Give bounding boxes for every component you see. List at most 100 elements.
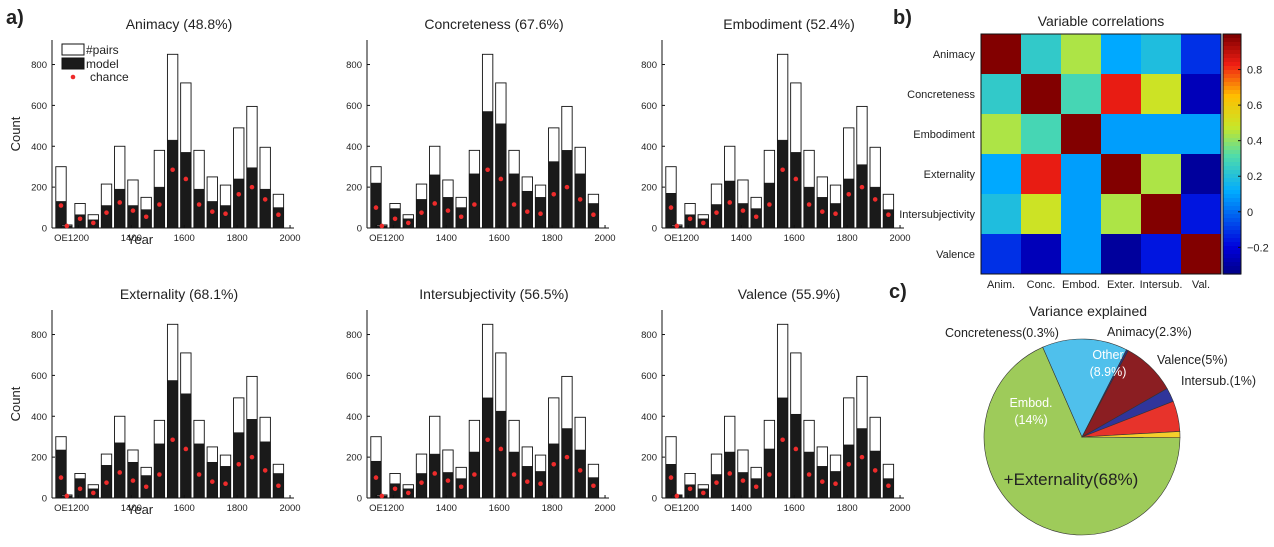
x-tick-label: 1200 (68, 233, 89, 244)
histogram-concreteness: Concreteness (67.6%) 0 200 400 600 800 OE 1200 1… (346, 16, 615, 244)
chart-title: Intersubjectivity (56.5%) (419, 286, 568, 302)
heatmap-row-label: Intersubjectivity (899, 209, 975, 221)
bar-model (220, 205, 231, 229)
chance-dot (886, 212, 891, 218)
chance-dot (392, 486, 398, 492)
chance-dot (432, 471, 438, 476)
chance-dot (405, 490, 411, 496)
x-tick-label: 1200 (678, 503, 699, 514)
chance-dot (379, 223, 385, 229)
chance-dot (859, 454, 865, 460)
chance-dot (577, 197, 583, 202)
colorbar-tick-label: 0.2 (1247, 171, 1262, 183)
chance-dot (872, 197, 878, 202)
y-tick-label: 200 (641, 183, 657, 194)
pie-slice-label: Embod. (1009, 396, 1052, 410)
colorbar-band (1223, 262, 1241, 267)
heatmap-cell (1061, 34, 1101, 74)
y-tick-label: 800 (31, 330, 47, 341)
bar-model (180, 393, 192, 499)
heatmap-cell (1141, 194, 1181, 234)
bar-model (856, 428, 868, 499)
x-tick-label: 1800 (542, 503, 563, 514)
bar-model (127, 205, 139, 229)
y-tick-label: 400 (641, 412, 657, 423)
chance-dot (157, 472, 162, 477)
bar-model (114, 188, 126, 229)
colorbar-frame (1222, 33, 1242, 275)
chance-dot (674, 223, 680, 229)
x-tick-label: 2000 (279, 503, 300, 514)
colorbar-band (1223, 218, 1241, 223)
bar-model (803, 186, 815, 229)
chance-dot (262, 197, 268, 202)
colorbar-band (1223, 34, 1241, 39)
colorbar-band (1223, 266, 1241, 271)
pie-title: Variance explained (1029, 303, 1147, 319)
chance-dot (223, 211, 228, 216)
colorbar-band (1223, 102, 1241, 107)
chance-dot (223, 481, 228, 486)
chance-dot (90, 490, 96, 496)
x-tick-label: 1200 (678, 233, 699, 244)
x-tick-label: 1800 (227, 503, 248, 514)
legend-swatch-model (61, 57, 85, 70)
heatmap-cell (1101, 154, 1141, 194)
x-tick-label: 1600 (489, 503, 510, 514)
chance-dot (432, 201, 438, 206)
chance-dot (740, 208, 746, 213)
colorbar-band (1223, 38, 1241, 43)
bar-model (737, 203, 749, 229)
heatmap-row-label: Concreteness (907, 89, 975, 101)
chance-dot (117, 200, 123, 205)
chance-dot (143, 484, 149, 490)
colorbar-band (1223, 270, 1241, 275)
colorbar-band (1223, 110, 1241, 115)
bar-model (259, 188, 271, 229)
histogram-intersubjectivity: Intersubjectivity (56.5%) 0 200 400 600 800 OE… (346, 286, 615, 514)
chance-dot (767, 202, 772, 207)
chance-dot (714, 210, 719, 215)
chance-dot (58, 203, 64, 208)
chance-dot (674, 493, 680, 499)
heatmap-cell (1181, 194, 1221, 234)
colorbar-band (1223, 214, 1241, 219)
bar-model (442, 472, 454, 499)
heatmap-title: Variable correlations (1038, 13, 1165, 29)
x-tick-label: 1400 (731, 233, 752, 244)
chance-dot (793, 176, 799, 182)
colorbar-band (1223, 190, 1241, 195)
y-tick-label: 200 (641, 453, 657, 464)
heatmap-cell (981, 154, 1021, 194)
chance-dot (262, 468, 268, 473)
bar-model (790, 413, 802, 499)
histogram-valence: Valence (55.9%) 0 200 400 600 800 OE 1200 1400 16… (641, 286, 910, 514)
chance-dot (445, 478, 451, 483)
chance-dot (577, 468, 583, 473)
chart-title: Embodiment (52.4%) (723, 16, 855, 32)
y-tick-label: 0 (357, 494, 362, 505)
bar-model (856, 164, 868, 229)
y-tick-label: 400 (346, 412, 362, 423)
pie-slice-sublabel: (14%) (1014, 413, 1047, 427)
chance-dot (846, 461, 852, 467)
colorbar-band (1223, 226, 1241, 231)
colorbar-band (1223, 74, 1241, 79)
chance-dot (104, 210, 109, 215)
bar-model (429, 453, 441, 499)
colorbar: 0.8 0.6 0.4 0.2 0 −0.2 (1222, 33, 1269, 275)
chance-dot (249, 184, 255, 190)
chance-dot (538, 211, 543, 216)
heatmap-frame (980, 33, 1222, 275)
heatmap-cell (1061, 194, 1101, 234)
bar-model (180, 152, 192, 229)
chance-dot (64, 223, 70, 229)
bar-model (508, 173, 520, 229)
x-tick-label: 2000 (889, 503, 910, 514)
heatmap-cell (1181, 234, 1221, 274)
chance-dot (538, 481, 543, 486)
heatmap-cell (1021, 194, 1061, 234)
bar-model (206, 201, 218, 229)
chance-dot (727, 471, 733, 476)
